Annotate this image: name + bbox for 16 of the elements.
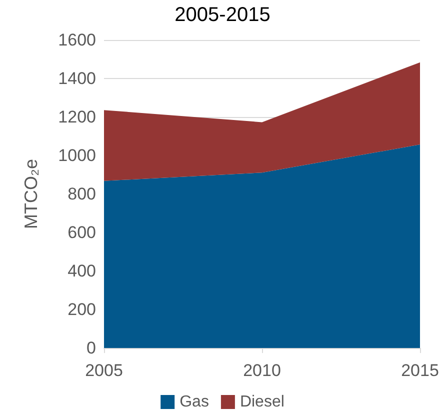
x-tick-label: 2010: [243, 361, 281, 380]
x-tick-label: 2005: [85, 361, 123, 380]
x-tick-label: 2015: [401, 361, 439, 380]
legend-label: Diesel: [240, 394, 284, 410]
y-axis-title: MTCO₂e: [21, 159, 41, 229]
y-tick-label: 600: [68, 223, 96, 242]
y-tick-label: 200: [68, 300, 96, 319]
y-tick-label: 1600: [58, 30, 96, 50]
y-tick-label: 400: [68, 262, 96, 280]
y-tick-label: 800: [68, 184, 96, 204]
chart-title: 2005-2015: [174, 4, 270, 26]
y-tick-label: 1400: [58, 69, 96, 88]
y-tick-label: 1000: [58, 146, 96, 165]
y-tick-label: 1200: [58, 108, 96, 126]
legend-label: Gas: [180, 394, 209, 410]
y-tick-label: 0: [86, 338, 96, 358]
